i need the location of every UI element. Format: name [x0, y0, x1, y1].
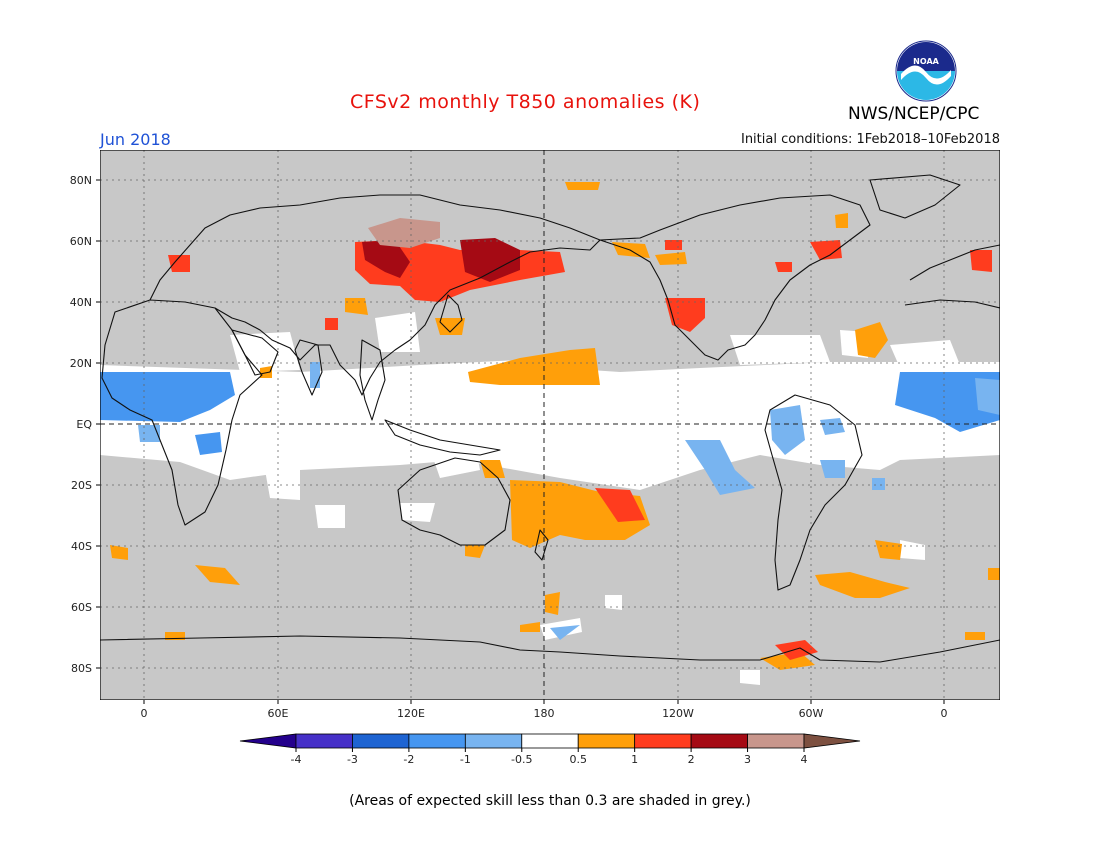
- colorbar-tick-label: -3: [347, 753, 358, 766]
- lat-label: 20N: [70, 357, 92, 370]
- lon-label: 120W: [662, 707, 694, 720]
- coastlines: [100, 174, 1000, 663]
- colorbar-swatch: [634, 733, 692, 749]
- colorbar-swatch: [352, 733, 410, 749]
- warm-anomaly-tan-regions: [368, 218, 440, 248]
- colorbar-swatch: [747, 733, 805, 749]
- lat-label: 60N: [70, 235, 92, 248]
- svg-text:NOAA: NOAA: [913, 57, 939, 66]
- lat-label: EQ: [76, 418, 92, 431]
- lat-label: 80S: [71, 662, 92, 675]
- colorbar-tick-label: -1: [460, 753, 471, 766]
- lon-label: 120E: [397, 707, 425, 720]
- lon-label: 60E: [268, 707, 289, 720]
- lat-label: 80N: [70, 174, 92, 187]
- warm-anomaly-dark-red-regions: [362, 238, 520, 282]
- colorbar-tick-label: 2: [688, 753, 695, 766]
- initial-conditions: Initial conditions: 1Feb2018–10Feb2018: [740, 132, 1000, 147]
- colorbar-swatch: [577, 733, 636, 749]
- agency-label: NWS/NCEP/CPC: [848, 104, 980, 124]
- axis-ticks: [96, 179, 945, 704]
- anomaly-map: [100, 150, 1000, 700]
- latitude-labels: 80N 60N 40N 20N EQ 20S 40S 60S 80S: [70, 174, 93, 675]
- lon-label: 0: [941, 707, 948, 720]
- colorbar-legend: -4 -3 -2 -1 -0.5 0.5 1 2 3 4: [239, 733, 861, 766]
- colorbar-swatch: [521, 733, 579, 749]
- colorbar-tick-label: 3: [744, 753, 751, 766]
- colorbar-tick-label: -2: [403, 753, 414, 766]
- colorbar-tick-label: 4: [801, 753, 808, 766]
- colorbar-tick-label: 0.5: [569, 753, 587, 766]
- map-title: CFSv2 monthly T850 anomalies (K): [350, 91, 701, 113]
- colorbar-tick-label: -0.5: [511, 753, 532, 766]
- forecast-month: Jun 2018: [100, 130, 171, 149]
- lon-label: 60W: [799, 707, 824, 720]
- noaa-logo-icon: NOAA: [895, 40, 957, 102]
- colorbar-tick-label: 1: [631, 753, 638, 766]
- lat-label: 60S: [71, 601, 92, 614]
- reference-lines: [100, 150, 1000, 700]
- colorbar-swatch: [464, 733, 523, 749]
- colorbar-swatch: [408, 733, 466, 749]
- colorbar-max-triangle: [803, 733, 861, 749]
- lat-label: 20S: [71, 479, 92, 492]
- footnote: (Areas of expected skill less than 0.3 a…: [349, 793, 751, 809]
- longitude-labels: 0 60E 120E 180 120W 60W 0: [141, 707, 948, 720]
- colorbar-tick-label: -4: [291, 753, 302, 766]
- colorbar-swatch: [295, 733, 353, 749]
- colorbar-swatch: [690, 733, 748, 749]
- colorbar-min-triangle: [239, 733, 297, 749]
- lon-label: 0: [141, 707, 148, 720]
- lat-label: 40N: [70, 296, 92, 309]
- lat-label: 40S: [71, 540, 92, 553]
- graticule: [100, 150, 1000, 700]
- lon-label: 180: [534, 707, 555, 720]
- cool-anomaly-regions: [100, 362, 1000, 640]
